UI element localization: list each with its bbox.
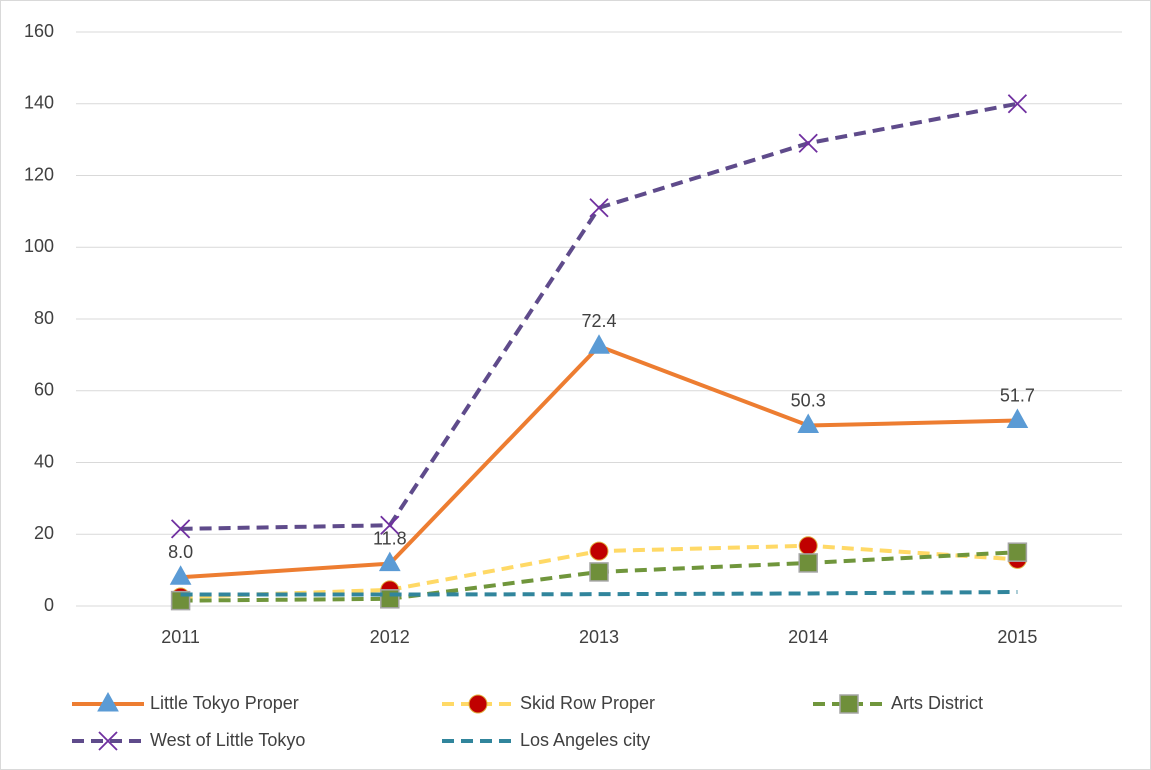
data-label: 8.0 bbox=[168, 542, 193, 562]
x-tick-label: 2014 bbox=[788, 627, 828, 647]
point-marker bbox=[378, 551, 401, 572]
point-marker bbox=[798, 553, 818, 573]
point-marker bbox=[170, 519, 191, 539]
point-marker bbox=[380, 515, 400, 535]
x-tick-label: 2013 bbox=[579, 627, 619, 647]
legend-label: Skid Row Proper bbox=[520, 693, 655, 713]
x-tick-label: 2011 bbox=[161, 627, 200, 647]
point-marker bbox=[1006, 408, 1029, 429]
y-tick-label: 100 bbox=[24, 236, 54, 256]
legend-label: Little Tokyo Proper bbox=[150, 693, 299, 713]
legend-label: Arts District bbox=[891, 693, 983, 713]
legend-marker bbox=[98, 731, 118, 751]
point-marker bbox=[798, 133, 818, 153]
point-marker bbox=[588, 334, 610, 354]
legend-label: Los Angeles city bbox=[520, 730, 650, 750]
legend-marker bbox=[468, 694, 488, 714]
point-marker bbox=[589, 562, 609, 582]
data-label: 51.7 bbox=[1000, 385, 1035, 405]
y-tick-label: 0 bbox=[44, 595, 54, 615]
legend-marker bbox=[97, 691, 119, 712]
y-tick-label: 120 bbox=[24, 164, 54, 184]
data-label: 11.8 bbox=[373, 528, 407, 548]
point-marker bbox=[1007, 542, 1028, 562]
y-tick-label: 60 bbox=[34, 380, 54, 400]
x-tick-label: 2015 bbox=[997, 627, 1037, 647]
legend-label: West of Little Tokyo bbox=[150, 730, 305, 750]
data-label: 72.4 bbox=[581, 311, 616, 331]
point-marker bbox=[589, 541, 609, 561]
y-tick-label: 160 bbox=[24, 21, 54, 41]
y-tick-label: 140 bbox=[24, 93, 54, 113]
point-marker bbox=[797, 413, 820, 434]
point-marker bbox=[1007, 94, 1028, 114]
point-marker bbox=[169, 565, 192, 585]
series-line bbox=[180, 590, 1018, 597]
point-marker bbox=[589, 198, 609, 218]
y-tick-label: 40 bbox=[34, 451, 54, 471]
x-tick-label: 2012 bbox=[370, 627, 410, 647]
y-tick-label: 20 bbox=[34, 523, 54, 543]
y-tick-label: 80 bbox=[34, 308, 54, 328]
legend-marker bbox=[839, 694, 859, 714]
data-label: 50.3 bbox=[791, 390, 826, 410]
point-marker bbox=[798, 536, 818, 556]
